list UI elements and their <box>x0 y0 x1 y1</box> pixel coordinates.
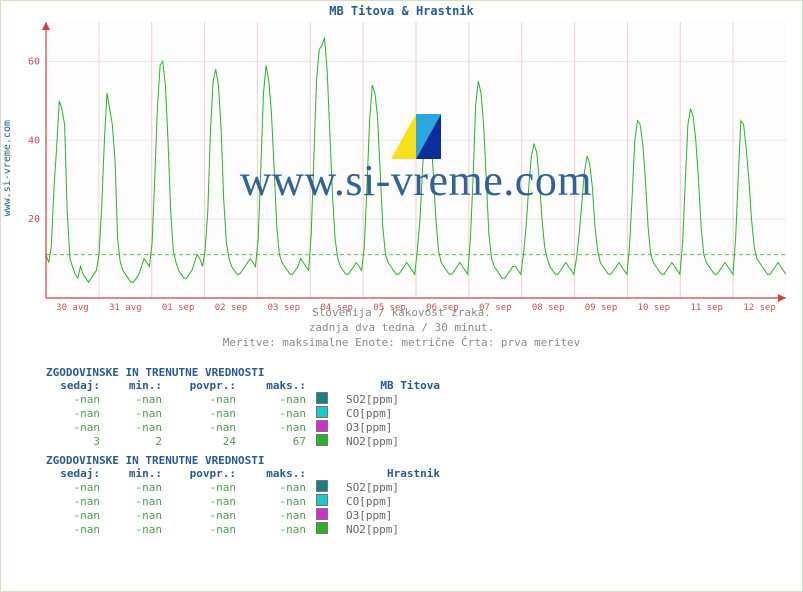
svg-text:20: 20 <box>28 214 40 225</box>
svg-text:40: 40 <box>28 135 40 146</box>
table-row: -nan-nan-nan-nanO3[ppm] <box>46 508 466 522</box>
table-row: -nan-nan-nan-nanSO2[ppm] <box>46 392 466 406</box>
y-axis-side-label: www.si-vreme.com <box>2 120 18 280</box>
table-row: -nan-nan-nan-nanNO2[ppm] <box>46 522 466 536</box>
table-row: -nan-nan-nan-nanCO[ppm] <box>46 494 466 508</box>
sub-line-3: Meritve: maksimalne Enote: metrične Črta… <box>0 335 803 350</box>
table-row: -nan-nan-nan-nanCO[ppm] <box>46 406 466 420</box>
table-row: 322467NO2[ppm] <box>46 434 466 448</box>
table-title: ZGODOVINSKE IN TRENUTNE VREDNOSTI <box>46 454 466 467</box>
table-title: ZGODOVINSKE IN TRENUTNE VREDNOSTI <box>46 366 466 379</box>
chart-plot-area: 30 avg31 avg01 sep02 sep03 sep04 sep05 s… <box>46 22 786 298</box>
data-tables: ZGODOVINSKE IN TRENUTNE VREDNOSTIsedaj:m… <box>46 360 466 536</box>
chart-subtitle: Slovenija / kakovost zraka. zadnja dva t… <box>0 305 803 350</box>
table-row: -nan-nan-nan-nanSO2[ppm] <box>46 480 466 494</box>
table-row: -nan-nan-nan-nanO3[ppm] <box>46 420 466 434</box>
chart-title: MB Titova & Hrastnik <box>0 4 803 18</box>
sub-line-1: Slovenija / kakovost zraka. <box>0 305 803 320</box>
svg-text:60: 60 <box>28 56 40 67</box>
table-header: sedaj:min.:povpr.:maks.:Hrastnik <box>46 467 466 480</box>
table-header: sedaj:min.:povpr.:maks.:MB Titova <box>46 379 466 392</box>
sub-line-2: zadnja dva tedna / 30 minut. <box>0 320 803 335</box>
